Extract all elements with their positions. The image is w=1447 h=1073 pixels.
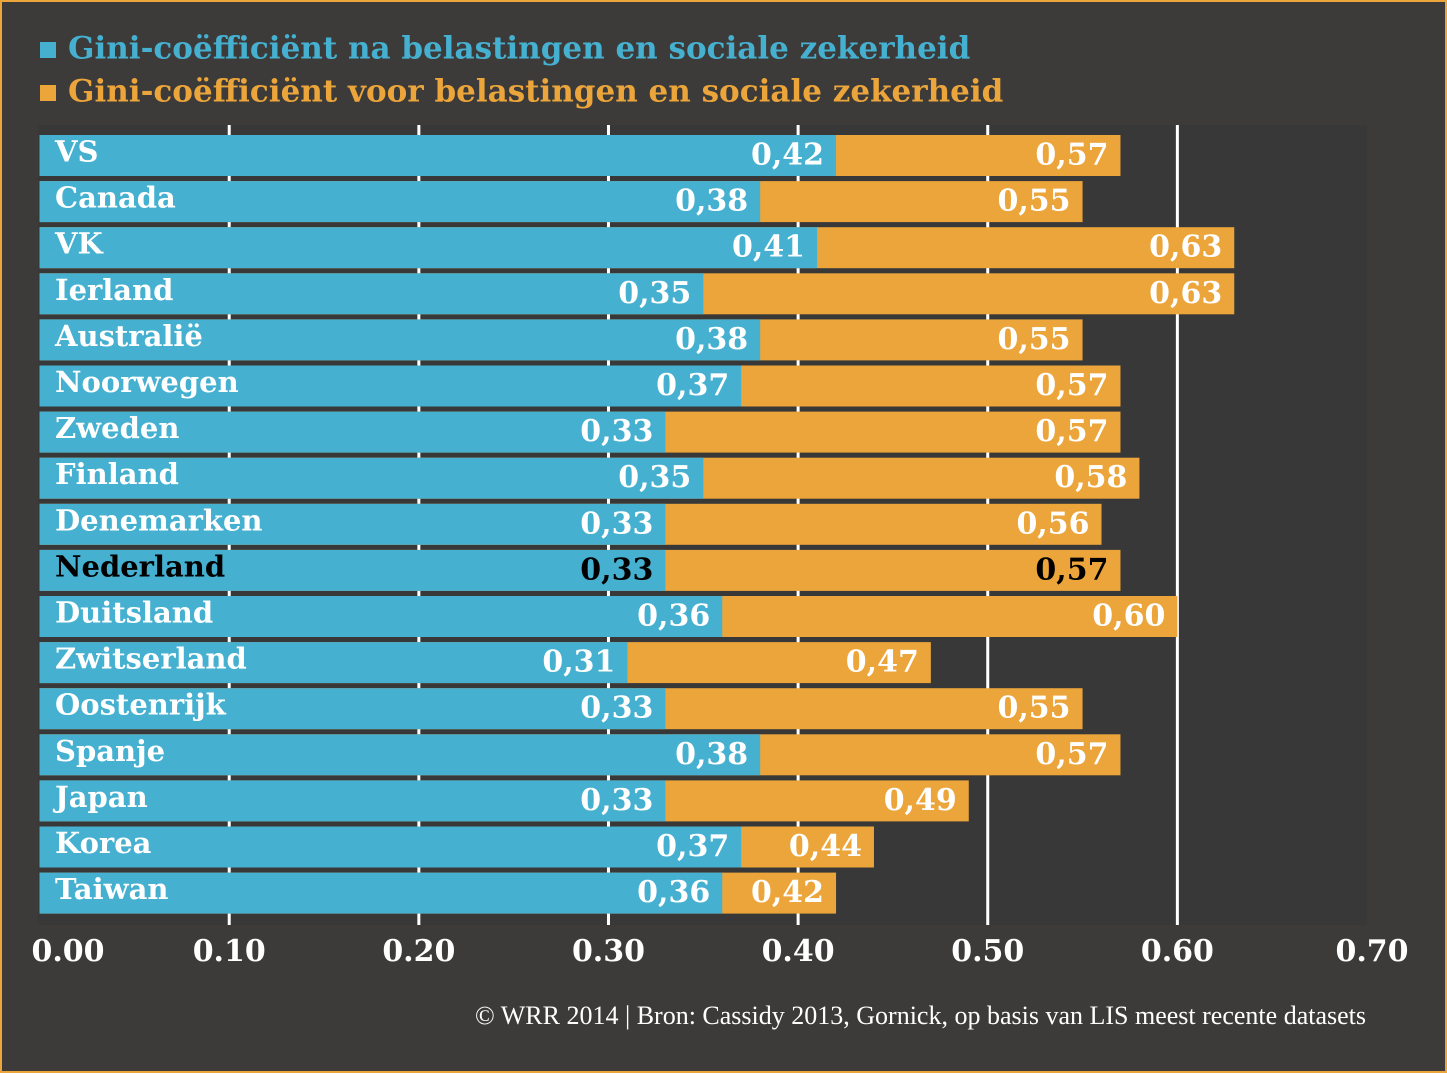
- bar: [39, 826, 742, 868]
- value-label: 0,33: [580, 552, 653, 587]
- legend-label: Gini-coëfficiënt na belastingen en socia…: [68, 31, 970, 67]
- value-label: 0,33: [580, 691, 653, 726]
- category-label: Zweden: [55, 411, 179, 445]
- value-label: 0,36: [637, 599, 710, 634]
- value-label: 0,57: [1035, 368, 1108, 403]
- x-tick-label: 0.30: [572, 934, 645, 969]
- value-label: 0,42: [751, 875, 824, 910]
- category-label: VK: [54, 227, 105, 261]
- value-label: 0,55: [997, 184, 1070, 219]
- bar: [39, 872, 723, 914]
- value-label: 0,57: [1035, 737, 1108, 772]
- value-label: 0,31: [542, 645, 615, 680]
- category-label: Korea: [55, 826, 152, 860]
- category-label: Spanje: [55, 734, 165, 768]
- category-label: Canada: [55, 181, 176, 215]
- value-label: 0,57: [1035, 414, 1108, 449]
- value-label: 0,57: [1035, 552, 1108, 587]
- value-label: 0,63: [1149, 230, 1222, 265]
- category-label: Japan: [52, 780, 148, 814]
- category-label: VS: [54, 135, 98, 169]
- value-label: 0,35: [618, 276, 691, 311]
- x-tick-label: 0.00: [31, 934, 104, 969]
- bar: [39, 411, 666, 453]
- legend-label: Gini-coëfficiënt voor belastingen en soc…: [68, 74, 1003, 110]
- x-tick-label: 0.60: [1141, 934, 1214, 969]
- bar: [39, 734, 761, 776]
- bar: [39, 319, 761, 361]
- legend-swatch: [40, 42, 56, 58]
- category-label: Nederland: [55, 549, 225, 583]
- legend-swatch: [40, 85, 56, 101]
- value-label: 0,57: [1035, 138, 1108, 173]
- bar: [39, 227, 818, 269]
- value-label: 0,33: [580, 414, 653, 449]
- value-label: 0,41: [732, 230, 805, 265]
- value-label: 0,55: [997, 322, 1070, 357]
- value-label: 0,38: [675, 737, 748, 772]
- bar: [39, 135, 837, 176]
- category-label: Duitsland: [55, 596, 213, 630]
- value-label: 0,37: [656, 368, 729, 403]
- value-label: 0,56: [1016, 506, 1089, 541]
- x-tick-label: 0.10: [193, 934, 266, 969]
- value-label: 0,35: [618, 460, 691, 495]
- category-label: Australië: [54, 319, 203, 353]
- bar: [39, 365, 742, 407]
- x-tick-label: 0.20: [382, 934, 455, 969]
- category-label: Ierland: [55, 273, 173, 307]
- category-label: Noorwegen: [55, 365, 239, 399]
- value-label: 0,47: [846, 645, 919, 680]
- value-label: 0,38: [675, 184, 748, 219]
- bar: [39, 503, 666, 545]
- bar: [39, 181, 761, 223]
- value-label: 0,33: [580, 506, 653, 541]
- bar: [39, 688, 666, 730]
- value-label: 0,55: [997, 691, 1070, 726]
- value-label: 0,63: [1149, 276, 1222, 311]
- bar: [39, 273, 704, 315]
- value-label: 0,60: [1092, 599, 1165, 634]
- x-tick-label: 0.40: [762, 934, 835, 969]
- value-label: 0,49: [884, 783, 957, 818]
- value-label: 0,58: [1054, 460, 1127, 495]
- value-label: 0,38: [675, 322, 748, 357]
- bar: [39, 780, 666, 822]
- bar: [39, 549, 666, 591]
- x-tick-label: 0.70: [1335, 934, 1408, 969]
- value-label: 0,37: [656, 829, 729, 864]
- category-label: Zwitserland: [55, 642, 247, 676]
- value-label: 0,44: [789, 829, 862, 864]
- category-label: Taiwan: [55, 872, 168, 906]
- value-label: 0,42: [751, 138, 824, 173]
- category-label: Finland: [55, 457, 179, 491]
- x-tick-label: 0.50: [951, 934, 1024, 969]
- bar: [39, 642, 628, 684]
- category-label: Oostenrijk: [55, 688, 227, 722]
- bar: [39, 596, 723, 637]
- value-label: 0,36: [637, 875, 710, 910]
- value-label: 0,33: [580, 783, 653, 818]
- bar: [39, 457, 704, 499]
- category-label: Denemarken: [55, 503, 263, 537]
- source: © WRR 2014 | Bron: Cassidy 2013, Gornick…: [475, 1001, 1366, 1030]
